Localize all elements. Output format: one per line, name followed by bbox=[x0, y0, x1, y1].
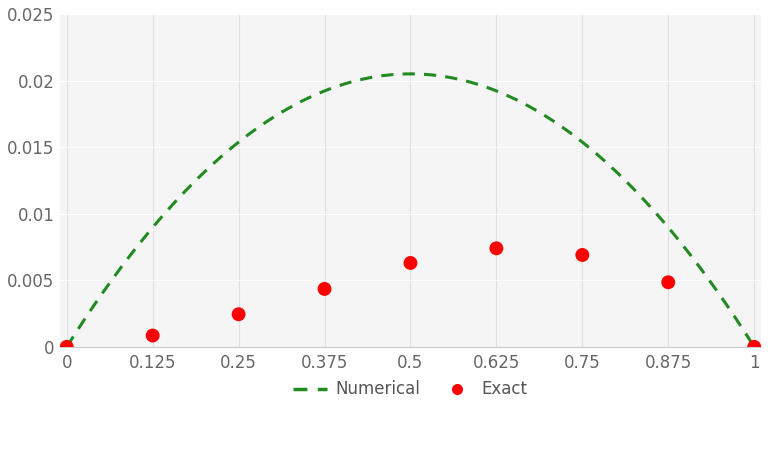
Legend: Numerical, Exact: Numerical, Exact bbox=[286, 374, 535, 405]
Point bbox=[490, 245, 502, 252]
Point bbox=[662, 279, 674, 286]
Point bbox=[61, 343, 73, 350]
Point bbox=[319, 285, 331, 293]
Point bbox=[147, 332, 159, 339]
Point bbox=[404, 259, 416, 267]
Point bbox=[233, 311, 245, 318]
Point bbox=[576, 251, 588, 258]
Point bbox=[748, 343, 760, 350]
